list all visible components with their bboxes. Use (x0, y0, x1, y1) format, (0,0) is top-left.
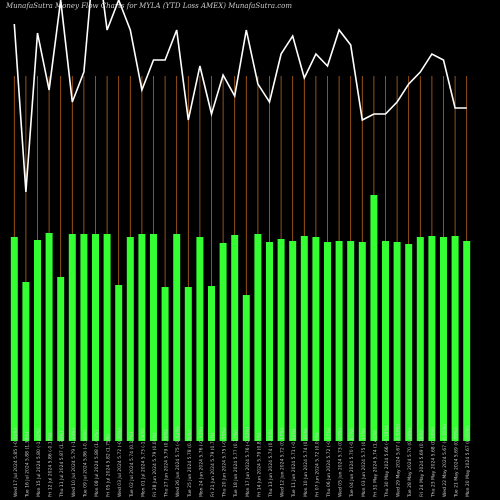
bar (463, 241, 471, 441)
x-tick-label: Thu 27 Jun 2024 5.79 (0.70%) (164, 429, 170, 498)
x-tick-label: Fri 12 Jul 2024 5.86 (-0.17%) (48, 432, 54, 497)
x-tick-label: Mon 08 Jul 2024 5.88 (1.03%) (94, 430, 100, 497)
x-tick-label: Tue 02 Jul 2024 5.74 (0.17%) (129, 431, 135, 498)
x-tick-label: Wed 12 Jun 2024 5.72 (0.17%) (280, 428, 286, 497)
bar (358, 242, 366, 441)
x-tick-label: Tue 25 Jun 2024 5.78 (0.35%) (187, 430, 193, 498)
bar (208, 286, 215, 441)
bar (184, 287, 192, 441)
bar (416, 237, 424, 441)
x-tick-label: Fri 28 Jun 2024 5.79 (0.00%) (152, 432, 158, 497)
bar (80, 234, 88, 441)
x-tick-label: Thu 13 Jun 2024 5.74 (0.35%) (268, 429, 274, 498)
x-tick-label: Mon 10 Jun 2024 5.74 (0.35%) (303, 428, 309, 497)
money-flow-line (13, 0, 467, 193)
bar (312, 237, 320, 441)
bar (254, 234, 262, 441)
x-tick-label: Wed 03 Jul 2024 5.72 (-0.35%) (117, 428, 123, 497)
bar (231, 235, 239, 441)
x-tick-label: Mon 01 Jul 2024 5.73 (-1.04%) (140, 428, 146, 497)
x-tick-label: Mon 17 Jun 2024 5.76 (-0.52%) (245, 426, 251, 497)
bar (242, 295, 250, 441)
x-tick-label: Fri 24 May 2024 5.69 (0.18%) (419, 430, 425, 497)
x-tick-label: Thu 11 Jul 2024 5.87 (1.38%) (59, 431, 65, 498)
x-tick-label: Wed 10 Jul 2024 5.79 (-1.19%) (71, 428, 77, 497)
bar (34, 240, 41, 441)
bar (45, 233, 53, 441)
bar (289, 241, 297, 441)
bar (115, 285, 123, 441)
bar (393, 242, 401, 441)
bar (196, 237, 204, 441)
bar (138, 234, 146, 441)
x-tick-label: Wed 05 Jun 2024 5.73 (0.53%) (338, 428, 344, 497)
x-tick-label: Fri 14 Jun 2024 5.79 (0.87%) (256, 432, 262, 497)
x-tick-label: Tue 11 Jun 2024 5.71 (-0.52%) (291, 428, 297, 498)
bar (428, 236, 436, 441)
x-tick-label: Wed 22 May 2024 5.67 (-0.35%) (442, 424, 448, 497)
bar (68, 234, 76, 441)
x-tick-label: Fri 21 Jun 2024 5.79 (0.70%) (210, 432, 216, 497)
bar (57, 277, 65, 441)
bar (219, 243, 227, 441)
bar (405, 244, 413, 441)
bar (300, 236, 308, 441)
x-tick-label: Wed 26 Jun 2024 5.75 (-0.52%) (175, 426, 181, 497)
x-tick-label: Mon 24 Jun 2024 5.76 (-0.52%) (198, 426, 204, 497)
bar (335, 241, 343, 441)
bar (173, 234, 181, 441)
bar (277, 239, 285, 441)
bar (451, 236, 459, 441)
bar (10, 237, 18, 441)
x-tick-label: Fri 31 May 2024 5.74 (1.41%) (372, 430, 378, 497)
bar (440, 237, 447, 441)
bar (103, 234, 111, 441)
x-tick-label: Mon 15 Jul 2024 5.80 (-1.02%) (36, 428, 42, 497)
x-tick-label: Wed 29 May 2024 5.67 (-0.53%) (396, 424, 402, 497)
x-tick-label: Thu 20 Jun 2024 5.75 (-0.35%) (222, 427, 228, 498)
x-tick-label: Tue 18 Jun 2024 5.77 (0.17%) (233, 430, 239, 498)
bar (266, 242, 273, 441)
bar (161, 287, 169, 441)
chart-title: MunafaSutra Money Flow Charts for MYLA (… (6, 2, 292, 10)
x-tick-label: Tue 09 Jul 2024 5.86 (-0.34%) (82, 430, 88, 498)
bar (150, 234, 157, 441)
x-tick-label: Thu 30 May 2024 5.66 (-0.18%) (384, 425, 390, 498)
x-tick-label: Tue 16 Jul 2024 5.88 (1.38%) (24, 431, 30, 498)
bar (370, 195, 378, 441)
bar (324, 242, 331, 441)
x-tick-label: Thu 06 Jun 2024 5.72 (-0.17%) (326, 427, 332, 498)
x-tick-label: Thu 23 May 2024 5.68 (0.18%) (430, 427, 436, 498)
bar (126, 237, 134, 441)
x-tick-label: Mon 03 Jun 2024 5.75 (0.17%) (361, 428, 367, 497)
bar (22, 282, 30, 441)
bar (347, 241, 355, 441)
bar (382, 241, 389, 441)
x-tick-label: Fri 05 Jul 2024 5.82 (1.75%) (106, 434, 112, 497)
x-tick-label: Tue 21 May 2024 5.69 (0.35%) (454, 428, 460, 498)
x-tick-label: Wed 17 Jul 2024 5.85 (-0.51%) (13, 428, 19, 497)
x-tick-label: Tue 04 Jun 2024 5.70 (-0.87%) (349, 428, 355, 498)
x-tick-label: Tue 28 May 2024 5.70 (0.18%) (407, 428, 413, 498)
x-tick-label: Mon 20 May 2024 5.67 (0.00%) (465, 426, 471, 497)
bar (92, 234, 99, 441)
x-tick-label: Fri 07 Jun 2024 5.72 (0.00%) (314, 432, 320, 497)
